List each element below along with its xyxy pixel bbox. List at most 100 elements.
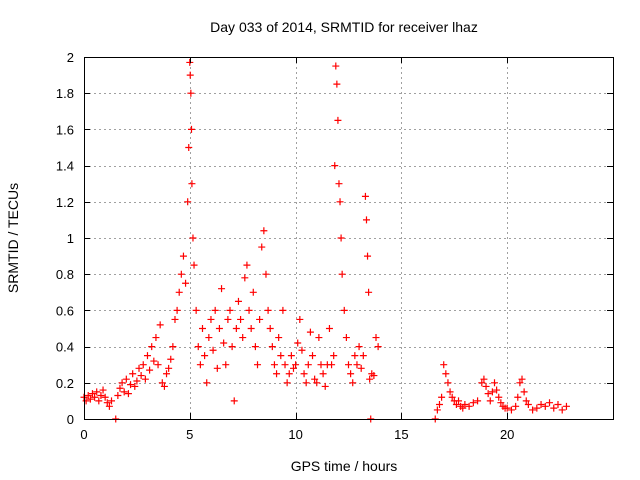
data-point: [546, 399, 554, 407]
data-point: [262, 270, 270, 278]
data-point: [359, 352, 367, 360]
y-tick-label: 1.4: [56, 159, 74, 174]
data-point: [187, 125, 195, 133]
data-point: [366, 375, 374, 383]
data-point: [311, 375, 319, 383]
data-point: [361, 192, 369, 200]
data-point: [554, 401, 562, 409]
data-point: [353, 361, 361, 369]
data-point: [226, 306, 234, 314]
data-point: [516, 379, 524, 387]
data-point: [189, 234, 197, 242]
data-point: [230, 397, 238, 405]
data-point: [88, 390, 96, 398]
data-point: [179, 252, 187, 260]
data-point: [95, 397, 103, 405]
y-tick-label: 0.8: [56, 267, 74, 282]
data-point: [171, 315, 179, 323]
data-point: [480, 375, 488, 383]
chart-title: Day 033 of 2014, SRMTID for receiver lha…: [210, 19, 478, 35]
data-point: [486, 397, 494, 405]
data-point: [491, 379, 499, 387]
data-point: [150, 357, 158, 365]
data-point: [529, 406, 537, 414]
data-point: [465, 402, 473, 410]
data-point: [213, 364, 221, 372]
data-point: [364, 252, 372, 260]
data-point: [203, 379, 211, 387]
data-point: [309, 352, 317, 360]
y-tick-label: 2: [67, 50, 74, 65]
data-point: [349, 379, 357, 387]
data-point: [249, 288, 257, 296]
data-point: [177, 270, 185, 278]
data-point: [173, 306, 181, 314]
data-point: [562, 402, 570, 410]
data-point: [296, 315, 304, 323]
data-point: [281, 361, 289, 369]
data-point: [133, 377, 141, 385]
data-point: [260, 227, 268, 235]
data-point: [365, 288, 373, 296]
data-point: [146, 366, 154, 374]
x-axis-label: GPS time / hours: [291, 458, 398, 474]
data-point: [114, 391, 122, 399]
data-point: [448, 393, 456, 401]
data-point: [218, 285, 226, 293]
data-point: [243, 261, 251, 269]
data-point: [175, 288, 183, 296]
data-point: [97, 391, 105, 399]
data-point: [338, 270, 346, 278]
data-point: [264, 306, 272, 314]
data-point: [86, 395, 94, 403]
y-tick-label: 0.6: [56, 303, 74, 318]
data-point: [347, 370, 355, 378]
data-point: [550, 404, 558, 412]
data-point: [285, 370, 293, 378]
data-point: [319, 370, 327, 378]
data-point: [120, 388, 128, 396]
data-point: [340, 306, 348, 314]
data-point: [222, 361, 230, 369]
data-point: [188, 180, 196, 188]
data-point: [131, 382, 139, 390]
data-point: [279, 306, 287, 314]
data-point: [438, 393, 446, 401]
data-point: [478, 379, 486, 387]
data-point: [184, 198, 192, 206]
data-point: [357, 364, 365, 372]
data-point: [342, 334, 350, 342]
data-point: [306, 328, 314, 336]
data-point: [124, 390, 132, 398]
data-point: [469, 399, 477, 407]
data-point: [237, 315, 245, 323]
data-point: [277, 352, 285, 360]
data-point: [452, 401, 460, 409]
data-point: [372, 334, 380, 342]
data-point: [446, 388, 454, 396]
data-point: [313, 379, 321, 387]
data-points: [80, 58, 570, 423]
data-point: [158, 379, 166, 387]
data-point: [105, 402, 113, 410]
x-tick-label: 20: [500, 427, 514, 442]
data-point: [374, 343, 382, 351]
data-point: [336, 198, 344, 206]
data-point: [122, 375, 130, 383]
data-point: [332, 62, 340, 70]
data-point: [435, 401, 443, 409]
data-point: [493, 386, 501, 394]
data-point: [101, 393, 109, 401]
axis-ticks: 0 5 10 15 20 0 0.2 0.4 0.6 0.8 1 1.2 1.4 1.6 1.8 2: [56, 50, 613, 442]
data-point: [497, 399, 505, 407]
data-point: [304, 361, 312, 369]
data-point: [182, 279, 190, 287]
data-point: [118, 379, 126, 387]
data-point: [241, 274, 249, 282]
data-point: [488, 388, 496, 396]
data-point: [156, 321, 164, 329]
data-point: [317, 361, 325, 369]
y-tick-label: 1.2: [56, 195, 74, 210]
data-point: [163, 370, 171, 378]
